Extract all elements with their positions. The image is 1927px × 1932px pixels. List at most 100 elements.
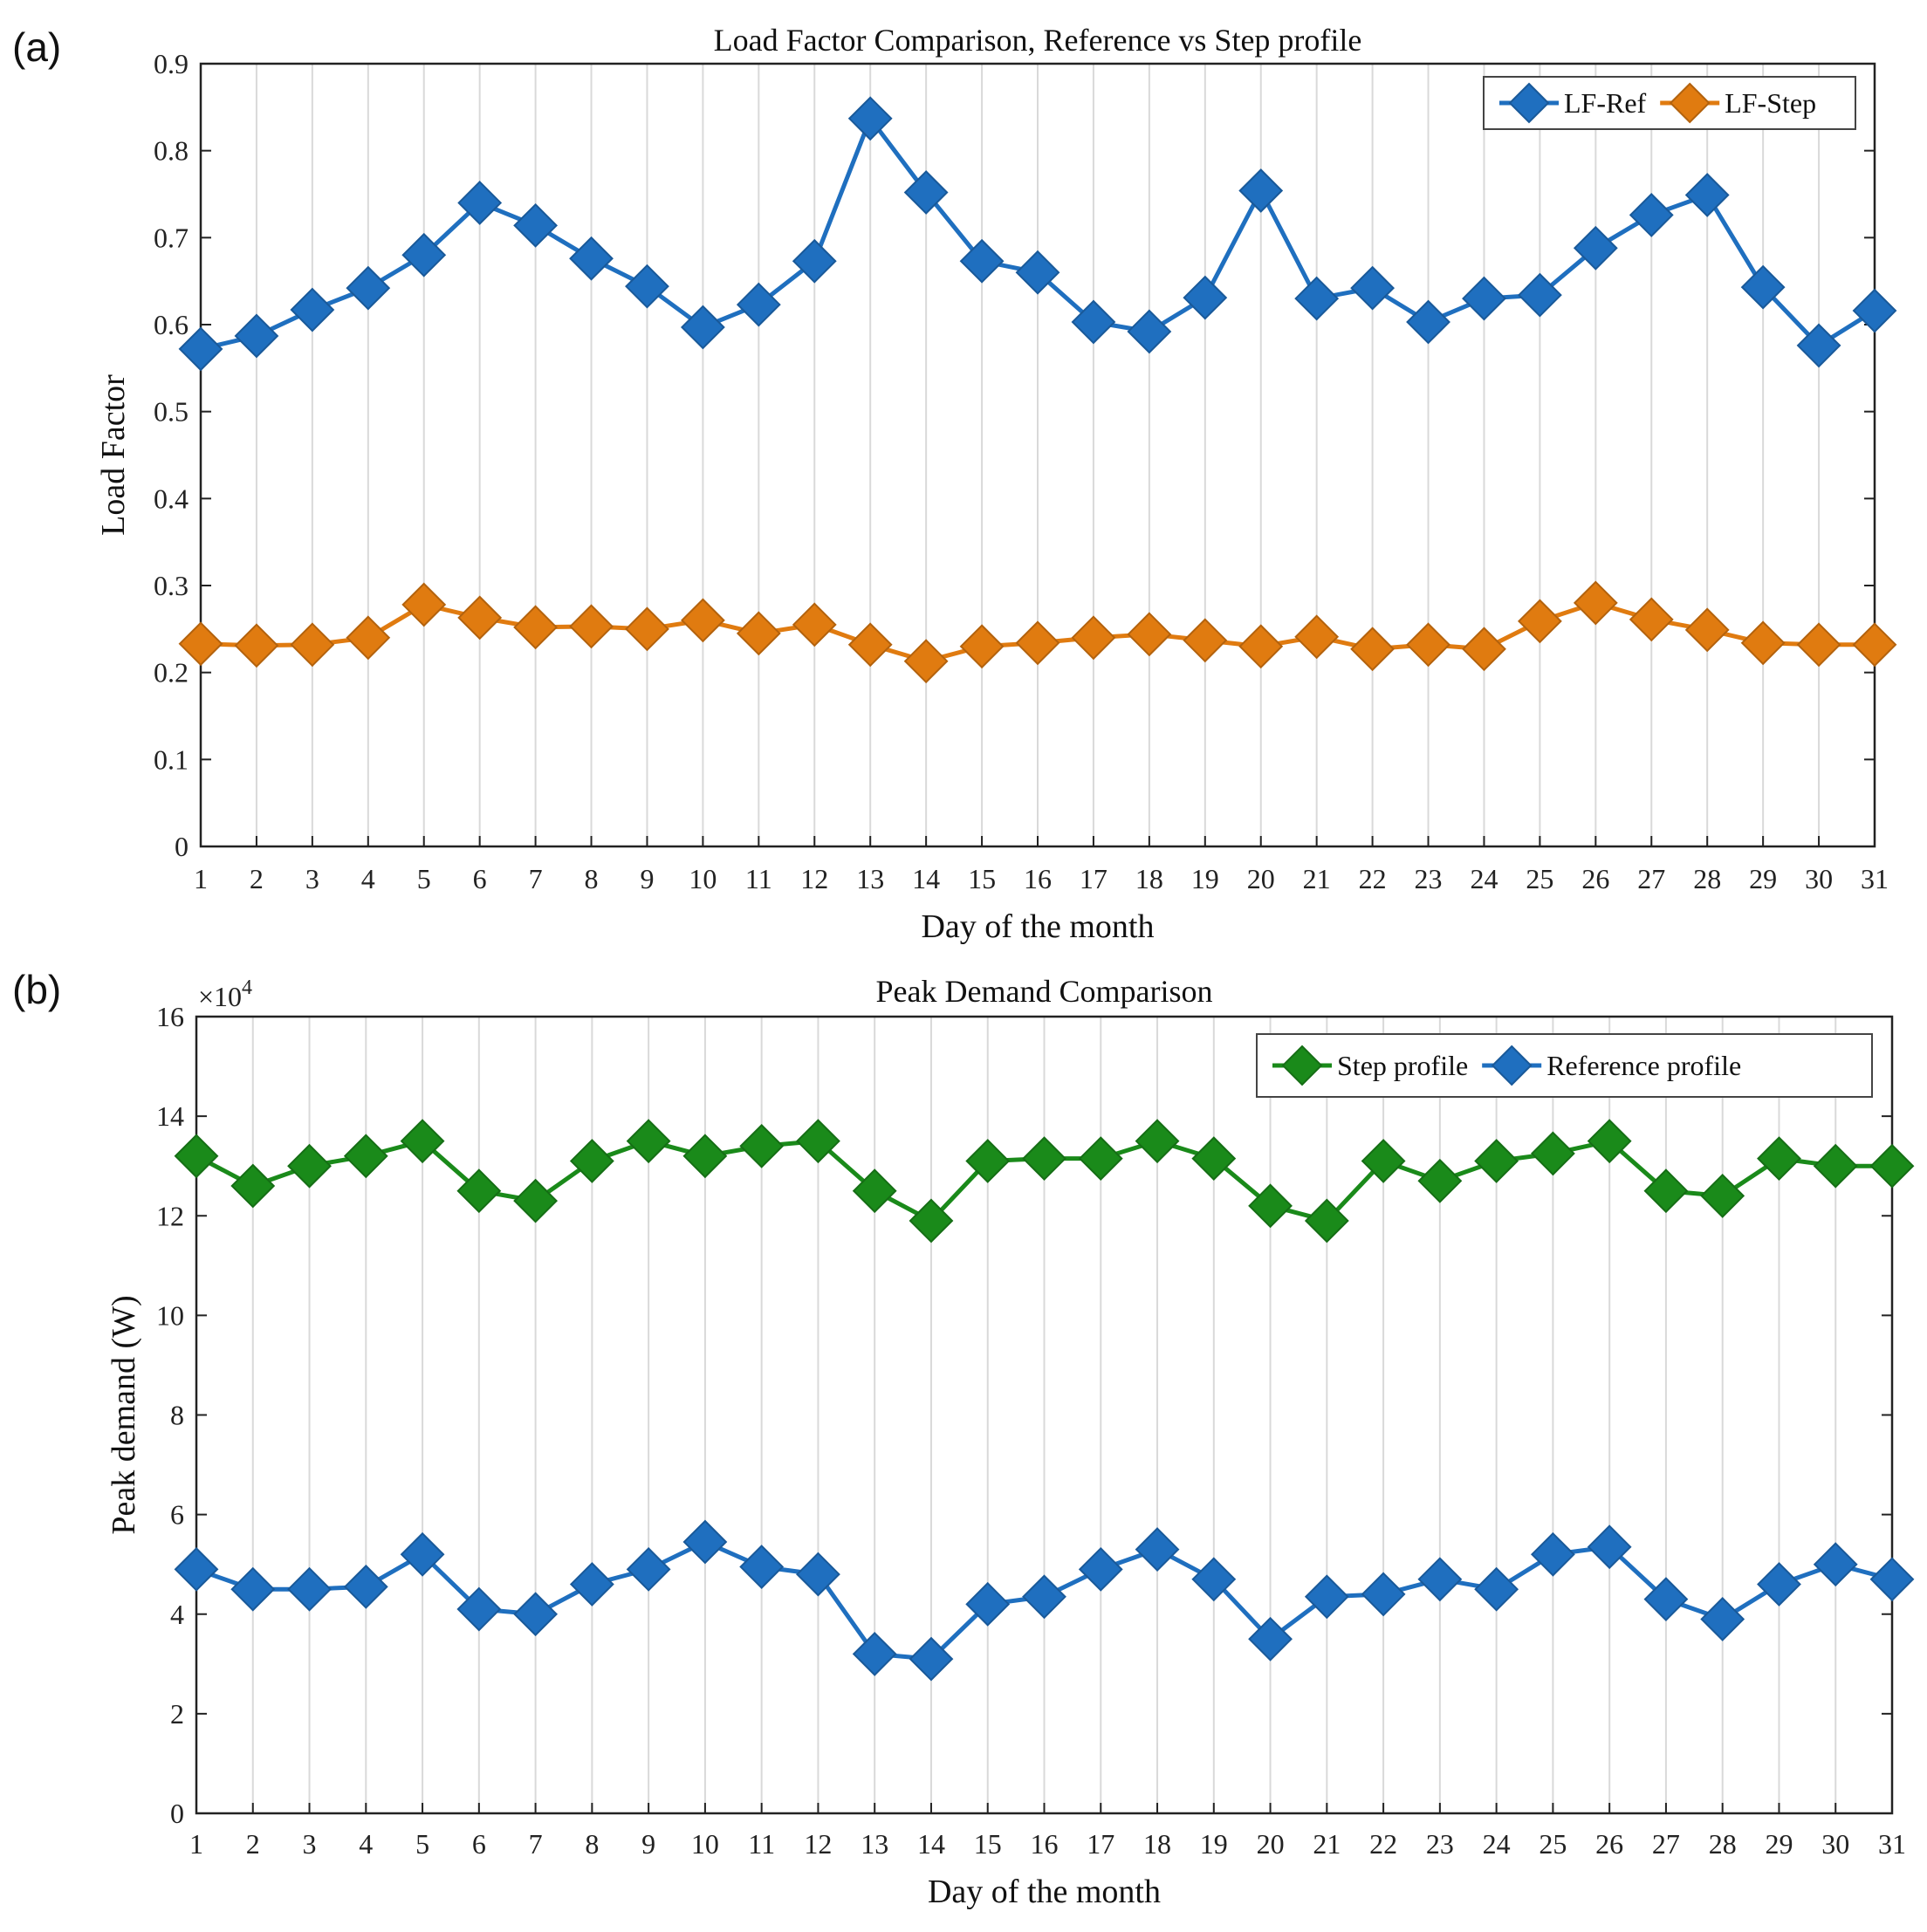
x-tick-label: 20 [1247, 863, 1275, 894]
data-point-1 [401, 582, 447, 627]
data-point-0 [287, 1143, 332, 1189]
chart-title: Load Factor Comparison, Reference vs Ste… [714, 23, 1362, 58]
x-tick-label: 6 [472, 1828, 486, 1860]
y-multiplier: ×104 [198, 976, 252, 1012]
data-point-0 [178, 326, 223, 372]
x-tick-label: 17 [1080, 863, 1108, 894]
data-point-1 [1071, 615, 1116, 661]
x-tick-label: 15 [968, 863, 996, 894]
data-point-1 [290, 622, 335, 668]
data-point-0 [401, 232, 447, 277]
data-point-0 [625, 264, 669, 309]
data-point-1 [1629, 597, 1674, 642]
data-point-0 [852, 1168, 897, 1214]
x-tick-label: 25 [1526, 863, 1553, 894]
data-point-1 [234, 623, 279, 668]
x-tick-label: 26 [1581, 863, 1609, 894]
x-tick-label: 26 [1595, 1828, 1623, 1860]
data-point-0 [1684, 173, 1730, 217]
data-point-0 [174, 1134, 219, 1179]
data-point-1 [1238, 624, 1284, 669]
x-tick-label: 11 [748, 1828, 775, 1860]
data-point-0 [1643, 1168, 1689, 1214]
x-tick-label: 14 [917, 1828, 945, 1860]
data-point-1 [1350, 627, 1396, 672]
data-point-0 [1350, 265, 1396, 311]
data-point-0 [1071, 299, 1116, 345]
data-point-0 [1304, 1198, 1349, 1243]
data-point-0 [682, 1134, 728, 1179]
x-tick-label: 5 [415, 1828, 429, 1860]
y-tick-label: 0.9 [154, 48, 189, 79]
data-point-1 [739, 1545, 785, 1589]
panel-label: (b) [12, 967, 61, 1012]
data-point-1 [1127, 612, 1172, 657]
data-point-1 [792, 602, 837, 647]
data-point-1 [1361, 1572, 1406, 1617]
x-tick-label: 29 [1765, 1828, 1793, 1860]
x-tick-label: 30 [1805, 863, 1833, 894]
data-point-0 [1238, 168, 1284, 213]
data-point-0 [1361, 1139, 1406, 1183]
data-point-1 [1191, 1557, 1237, 1602]
data-point-0 [456, 1168, 502, 1214]
x-tick-label: 6 [473, 863, 487, 894]
data-point-1 [400, 1531, 445, 1577]
data-point-1 [1135, 1527, 1180, 1572]
x-tick-label: 31 [1861, 863, 1889, 894]
x-tick-label: 21 [1303, 863, 1331, 894]
data-point-0 [1135, 1119, 1180, 1164]
x-tick-label: 23 [1426, 1828, 1454, 1860]
legend-label-0: LF-Ref [1564, 87, 1647, 119]
x-tick-label: 2 [246, 1828, 260, 1860]
data-point-1 [1757, 1562, 1801, 1607]
data-point-0 [1462, 276, 1506, 321]
y-tick-label: 0.4 [154, 483, 189, 514]
data-point-0 [400, 1119, 445, 1164]
data-point-0 [903, 170, 949, 215]
data-point-0 [1248, 1183, 1293, 1229]
data-point-0 [1573, 225, 1618, 271]
data-point-0 [680, 305, 725, 350]
data-point-0 [792, 238, 837, 284]
data-point-1 [1304, 1574, 1349, 1620]
data-point-1 [287, 1566, 332, 1612]
data-point-0 [1852, 288, 1897, 333]
x-tick-label: 8 [585, 863, 599, 894]
data-point-0 [959, 238, 1005, 284]
data-point-0 [1078, 1136, 1123, 1182]
x-tick-label: 8 [585, 1828, 599, 1860]
x-tick-label: 11 [745, 863, 772, 894]
legend-marker-0 [1281, 1045, 1323, 1086]
x-tick-label: 3 [303, 1828, 317, 1860]
data-point-0 [569, 1139, 614, 1183]
data-point-0 [1417, 1158, 1463, 1203]
x-tick-label: 27 [1652, 1828, 1680, 1860]
y-tick-label: 0 [170, 1798, 184, 1829]
data-point-1 [457, 595, 503, 641]
data-point-1 [1015, 620, 1060, 666]
data-point-0 [1022, 1136, 1066, 1182]
data-point-0 [1530, 1131, 1575, 1176]
data-point-1 [1813, 1542, 1858, 1587]
legend-marker-0 [1508, 82, 1550, 124]
legend-label-1: LF-Step [1725, 87, 1816, 119]
x-tick-label: 13 [861, 1828, 888, 1860]
data-point-0 [1517, 272, 1562, 318]
data-point-0 [736, 282, 781, 327]
panel-a: (a) Load Factor Comparison, Reference vs … [12, 23, 1897, 945]
x-tick-label: 19 [1200, 1828, 1228, 1860]
data-point-1 [1078, 1546, 1123, 1592]
x-tick-label: 3 [305, 863, 319, 894]
data-point-0 [1183, 275, 1228, 320]
data-point-1 [626, 1546, 671, 1592]
x-tick-label: 31 [1878, 1828, 1906, 1860]
y-tick-label: 10 [156, 1299, 184, 1331]
y-axis-label: Peak demand (W) [106, 1295, 142, 1534]
x-tick-label: 1 [189, 1828, 203, 1860]
x-tick-label: 28 [1693, 863, 1721, 894]
data-point-0 [626, 1119, 671, 1164]
data-point-0 [1629, 193, 1674, 237]
data-point-0 [1869, 1143, 1915, 1189]
